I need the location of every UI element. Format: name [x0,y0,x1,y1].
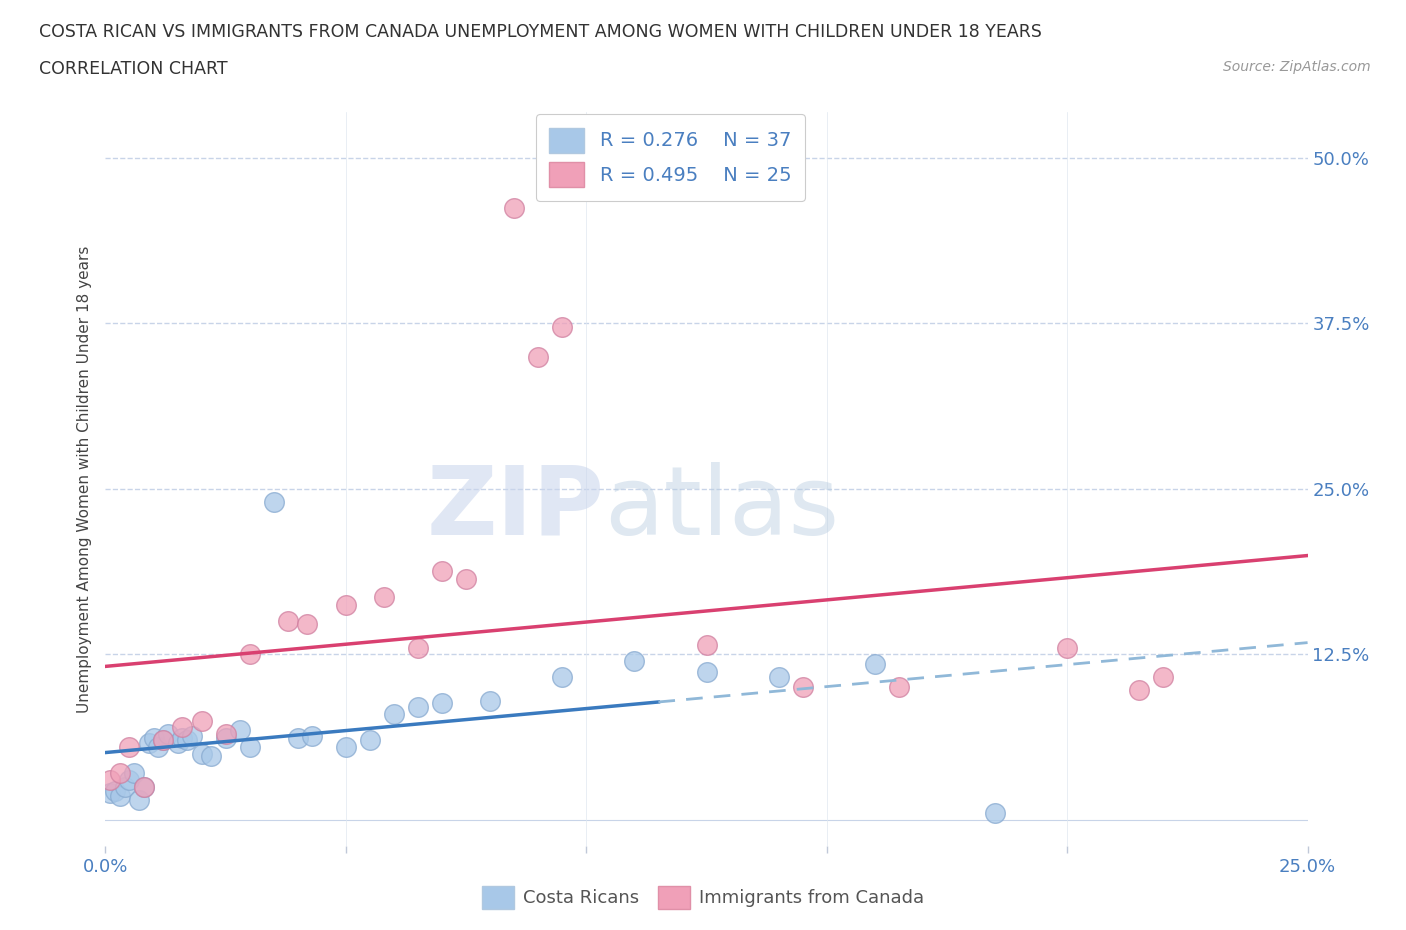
Point [297,617,319,631]
Point [142,730,165,745]
Point [132,779,155,794]
Point [239,739,262,754]
Point [454,571,477,586]
Text: COSTA RICAN VS IMMIGRANTS FROM CANADA UNEMPLOYMENT AMONG WOMEN WITH CHILDREN UND: COSTA RICAN VS IMMIGRANTS FROM CANADA UN… [39,23,1042,41]
Point [214,726,236,741]
Point [382,707,405,722]
Point [181,729,204,744]
Point [1056,640,1078,655]
Point [287,730,309,745]
Point [132,779,155,794]
Point [176,733,198,748]
Point [1152,670,1174,684]
Point [200,749,222,764]
Point [124,766,146,781]
Point [98,786,121,801]
Point [430,564,453,578]
Point [863,657,886,671]
Point [335,598,357,613]
Point [301,729,323,744]
Point [696,638,718,653]
Point [190,713,212,728]
Text: CORRELATION CHART: CORRELATION CHART [39,60,228,78]
Point [229,723,252,737]
Point [792,680,814,695]
Point [263,495,285,510]
Point [527,349,550,364]
Point [479,693,502,708]
Point [1128,683,1150,698]
Point [172,720,194,735]
Point [104,783,127,798]
Point [430,696,453,711]
Point [239,647,262,662]
Point [503,201,526,216]
Point [128,792,150,807]
Point [335,739,357,754]
Point [152,733,174,748]
Point [98,773,121,788]
Point [696,664,718,679]
Point [277,614,299,629]
Point [359,733,381,748]
Point [148,739,170,754]
Point [373,590,395,604]
Point [108,766,131,781]
Point [190,746,212,761]
Point [623,654,645,669]
Text: ZIP: ZIP [426,462,605,555]
Point [108,789,131,804]
Point [156,726,179,741]
Text: atlas: atlas [605,462,839,555]
Text: Source: ZipAtlas.com: Source: ZipAtlas.com [1223,60,1371,74]
Point [114,779,136,794]
Point [887,680,910,695]
Point [406,640,429,655]
Point [551,320,574,335]
Point [166,736,188,751]
Legend: R = 0.276    N = 37, R = 0.495    N = 25: R = 0.276 N = 37, R = 0.495 N = 25 [536,114,806,201]
Point [152,733,174,748]
Legend: Costa Ricans, Immigrants from Canada: Costa Ricans, Immigrants from Canada [475,879,931,916]
Point [551,670,574,684]
Point [406,700,429,715]
Y-axis label: Unemployment Among Women with Children Under 18 years: Unemployment Among Women with Children U… [77,246,93,712]
Point [768,670,790,684]
Point [118,773,141,788]
Point [214,730,236,745]
Point [984,805,1007,820]
Point [138,736,160,751]
Point [118,739,141,754]
Point [172,730,194,745]
